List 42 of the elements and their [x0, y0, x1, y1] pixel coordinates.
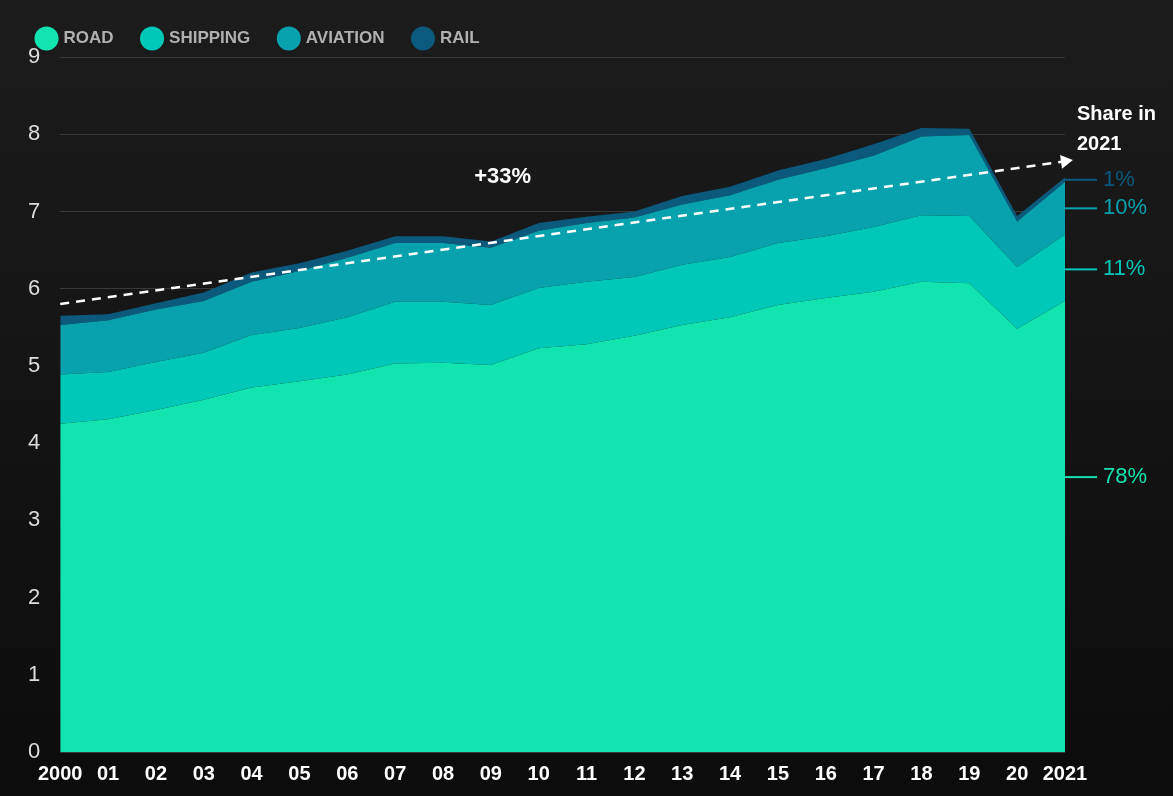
x-tick-label: 15 — [766, 761, 790, 784]
x-tick-label: 07 — [384, 761, 407, 784]
y-tick-label: 5 — [27, 351, 41, 377]
annotation: 10% — [1103, 194, 1148, 220]
y-tick-label: 3 — [27, 506, 41, 532]
x-tick-label: 06 — [336, 761, 359, 784]
legend-label: SHIPPING — [169, 28, 251, 48]
x-tick-label: 2000 — [37, 761, 83, 784]
x-tick-label: 18 — [910, 761, 933, 784]
x-tick-label: 03 — [192, 761, 215, 784]
x-tick-label: 12 — [623, 761, 646, 784]
x-tick-label: 19 — [958, 761, 981, 784]
legend-label: RAIL — [439, 28, 480, 48]
y-tick-label: 2 — [27, 583, 41, 609]
legend-label: ROAD — [63, 28, 114, 48]
x-tick-label: 17 — [862, 761, 885, 784]
y-tick-label: 8 — [27, 120, 41, 146]
annotation: +33% — [474, 162, 532, 188]
y-tick-label: 1 — [27, 660, 41, 686]
legend-label: AVIATION — [305, 28, 385, 48]
y-tick-label: 9 — [27, 43, 41, 69]
x-tick-label: 13 — [671, 761, 694, 784]
y-tick-label: 0 — [27, 738, 41, 764]
x-tick-label: 04 — [240, 761, 264, 784]
x-tick-label: 2021 — [1042, 761, 1088, 784]
x-tick-label: 20 — [1006, 761, 1029, 784]
x-tick-label: 14 — [718, 761, 743, 784]
y-tick-label: 4 — [27, 429, 41, 455]
annotation: 11% — [1103, 255, 1146, 281]
x-tick-label: 05 — [288, 761, 311, 784]
annotation: 1% — [1103, 165, 1135, 191]
y-tick-label: 7 — [27, 197, 41, 223]
x-tick-label: 10 — [527, 761, 550, 784]
x-tick-label: 16 — [814, 761, 837, 784]
text: Share in 2021 — [1077, 102, 1156, 154]
y-tick-label: 6 — [27, 274, 41, 300]
x-tick-label: 02 — [144, 761, 168, 784]
x-tick-label: 11 — [575, 761, 598, 784]
x-tick-label: 09 — [479, 761, 502, 784]
x-tick-label: 08 — [431, 761, 455, 784]
annotation: 78% — [1103, 463, 1148, 489]
x-tick-label: 01 — [96, 761, 120, 784]
